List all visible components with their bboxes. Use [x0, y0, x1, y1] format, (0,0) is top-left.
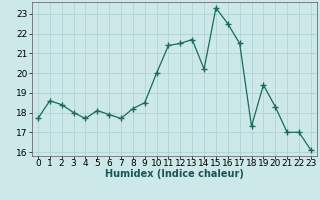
- X-axis label: Humidex (Indice chaleur): Humidex (Indice chaleur): [105, 169, 244, 179]
